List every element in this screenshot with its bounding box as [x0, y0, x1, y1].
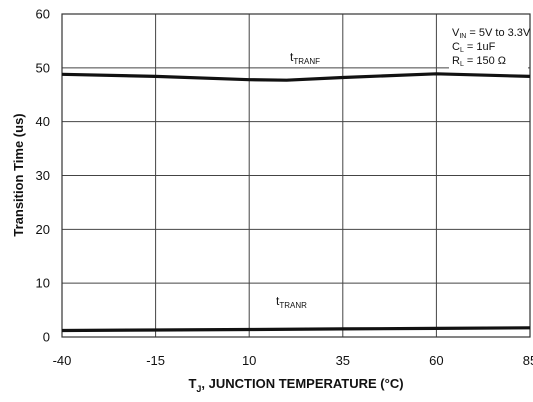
series-label-tranr: tTRANR — [276, 294, 307, 310]
x-axis-title-rest: , JUNCTION TEMPERATURE (°C) — [201, 376, 403, 391]
y-tick-label: 40 — [36, 114, 50, 129]
plot-frame — [61, 13, 531, 338]
condition-subscript: L — [460, 61, 464, 68]
y-tick-label: 20 — [36, 222, 50, 237]
x-tick-label: 85 — [523, 353, 533, 368]
series-group — [61, 72, 531, 333]
condition-value: = 5V to 3.3V — [466, 27, 531, 39]
labels-group: -40-15103560850102030405060tTRANFtTRANR — [36, 7, 533, 369]
conditions-backdrop — [449, 24, 528, 71]
y-tick-label: 10 — [36, 276, 50, 291]
series-label-sub: TRANF — [293, 57, 320, 66]
x-axis-title-subscript: J — [196, 384, 201, 394]
condition-symbol: C — [452, 41, 460, 53]
condition-value: = 1uF — [464, 41, 496, 53]
condition-line: RL = 150 Ω — [452, 55, 506, 68]
x-axis-title: TJ, JUNCTION TEMPERATURE (°C) — [188, 376, 403, 394]
condition-value: = 150 Ω — [464, 55, 506, 67]
condition-symbol: V — [452, 27, 460, 39]
series-line-tranf — [61, 72, 531, 82]
y-tick-label: 0 — [43, 330, 50, 345]
y-tick-label: 60 — [36, 7, 50, 22]
series-label-sub: TRANR — [279, 301, 307, 310]
series-label-main: t — [290, 50, 294, 64]
condition-subscript: L — [460, 47, 464, 54]
series-label-main: t — [276, 294, 280, 308]
condition-subscript: IN — [459, 33, 466, 40]
y-tick-label: 30 — [36, 168, 50, 183]
x-tick-label: 10 — [242, 353, 256, 368]
condition-line: VIN = 5V to 3.3V — [452, 27, 531, 40]
y-tick-label: 50 — [36, 60, 50, 75]
y-axis-title: Transition Time (us) — [11, 113, 26, 236]
grid-group — [61, 13, 531, 338]
x-tick-label: -15 — [146, 353, 165, 368]
series-label-tranf: tTRANF — [290, 50, 320, 66]
x-tick-label: -40 — [53, 353, 72, 368]
x-tick-label: 60 — [429, 353, 443, 368]
condition-line: CL = 1uF — [452, 41, 496, 54]
x-axis-title-symbol: T — [188, 376, 196, 391]
condition-symbol: R — [452, 55, 460, 67]
x-tick-label: 35 — [336, 353, 350, 368]
series-line-tranr — [61, 326, 531, 333]
